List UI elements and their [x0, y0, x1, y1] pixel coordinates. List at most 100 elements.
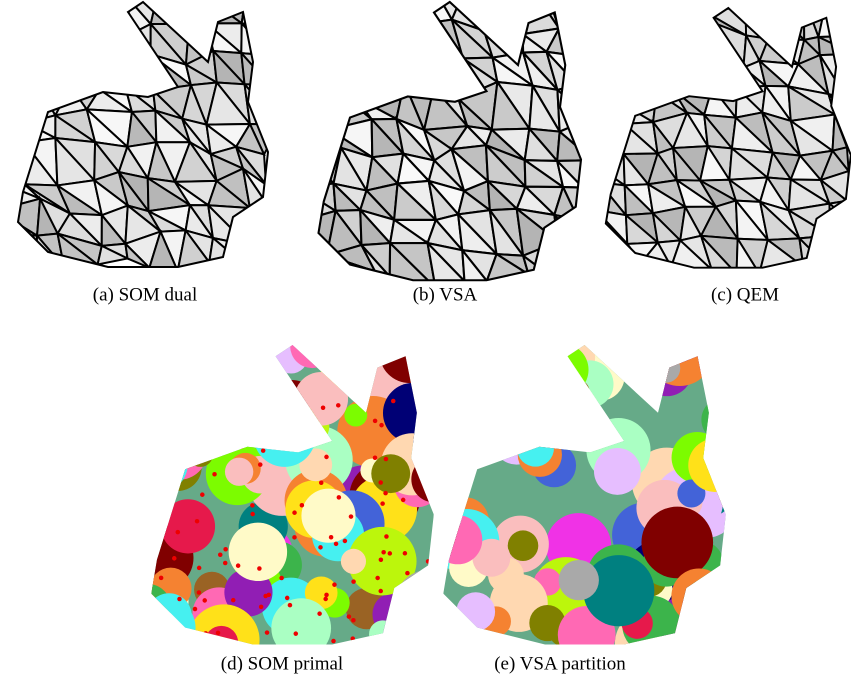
patch — [652, 354, 681, 383]
patch — [460, 367, 497, 404]
bunny-image — [297, 0, 594, 289]
mesh-face — [592, 10, 612, 35]
patch — [718, 546, 753, 581]
patch — [128, 312, 199, 383]
site-dot — [235, 408, 240, 413]
site-dot — [378, 480, 383, 485]
mesh-face — [307, 128, 341, 151]
patch — [371, 454, 410, 493]
site-dot — [200, 492, 205, 497]
bunny-image — [110, 312, 468, 676]
mesh-face — [301, 248, 343, 282]
site-dot — [393, 617, 398, 622]
patch — [395, 610, 460, 675]
figure: (a) SOM dual (b) VSA (c) QEM (d) SOM pri… — [0, 0, 851, 685]
patch — [594, 448, 641, 495]
site-dot — [202, 598, 207, 603]
mesh-face — [594, 29, 613, 59]
mesh-face — [818, 37, 851, 55]
site-dot — [238, 433, 243, 438]
mesh-face — [647, 11, 683, 34]
mesh-face — [5, 143, 24, 185]
site-dot — [230, 367, 235, 372]
site-dot — [378, 589, 383, 594]
mesh-face — [0, 82, 35, 123]
site-dot — [212, 472, 217, 477]
mesh-face — [684, 11, 717, 24]
bunny-fill — [110, 312, 468, 676]
mesh-face — [584, 34, 613, 60]
mesh-face — [403, 54, 434, 88]
site-dot — [349, 514, 354, 519]
site-dot — [204, 446, 209, 451]
mesh-face — [305, 68, 339, 82]
patch — [294, 372, 348, 426]
patch — [429, 632, 461, 664]
site-dot — [190, 377, 195, 382]
patch — [710, 603, 757, 650]
site-dot — [324, 593, 329, 598]
mesh-face — [627, 1, 655, 33]
site-dot — [257, 566, 262, 571]
site-dot — [419, 613, 424, 618]
patch — [421, 436, 451, 466]
mesh-face — [769, 0, 805, 40]
mesh-face — [673, 53, 712, 90]
site-dot — [321, 406, 326, 411]
mesh-face — [305, 24, 339, 69]
patch — [671, 569, 726, 624]
mesh-face — [242, 0, 281, 28]
site-dot — [403, 551, 408, 556]
site-dot — [177, 597, 182, 602]
site-dot — [159, 576, 164, 581]
patch — [675, 614, 721, 660]
mesh-face — [248, 208, 273, 245]
mesh-face — [671, 11, 716, 34]
mesh-face — [25, 27, 64, 57]
patch — [449, 368, 509, 428]
mesh-face — [247, 0, 281, 28]
mesh-face — [558, 242, 588, 289]
patch — [473, 344, 520, 391]
caption: (e) VSA partition — [494, 653, 626, 674]
bunny-image — [405, 315, 757, 680]
mesh-face — [671, 24, 716, 61]
mesh-face — [329, 0, 366, 29]
site-dot — [421, 630, 426, 635]
patch — [290, 324, 334, 368]
mesh-face — [64, 51, 99, 89]
site-dot — [164, 386, 169, 391]
site-dot — [261, 448, 266, 453]
patch — [406, 614, 469, 677]
mesh-face — [241, 53, 270, 85]
site-dot — [235, 377, 240, 382]
site-dot — [203, 631, 208, 636]
site-dot — [201, 415, 206, 420]
patch — [110, 353, 176, 419]
mesh-face — [7, 33, 25, 64]
mesh-face — [584, 60, 615, 99]
patch — [243, 396, 271, 424]
mesh-face — [340, 0, 372, 29]
site-dot — [245, 414, 250, 419]
mesh-face — [311, 0, 329, 24]
mesh-face — [584, 114, 625, 154]
patch — [535, 343, 588, 396]
mesh-face — [613, 58, 657, 99]
patch — [566, 380, 590, 404]
mesh-face — [833, 115, 847, 151]
mesh-face — [830, 230, 851, 261]
mesh-face — [11, 27, 27, 53]
site-dot — [292, 535, 297, 540]
mesh-face — [370, 54, 404, 83]
patch — [120, 359, 170, 409]
patch — [126, 450, 178, 502]
patch — [344, 404, 367, 427]
mesh-face — [594, 244, 629, 263]
site-dot — [319, 481, 324, 486]
patch — [118, 382, 172, 436]
mesh-face — [0, 0, 29, 27]
patch — [172, 336, 206, 370]
mesh-face — [297, 151, 333, 187]
site-dot — [384, 457, 389, 462]
